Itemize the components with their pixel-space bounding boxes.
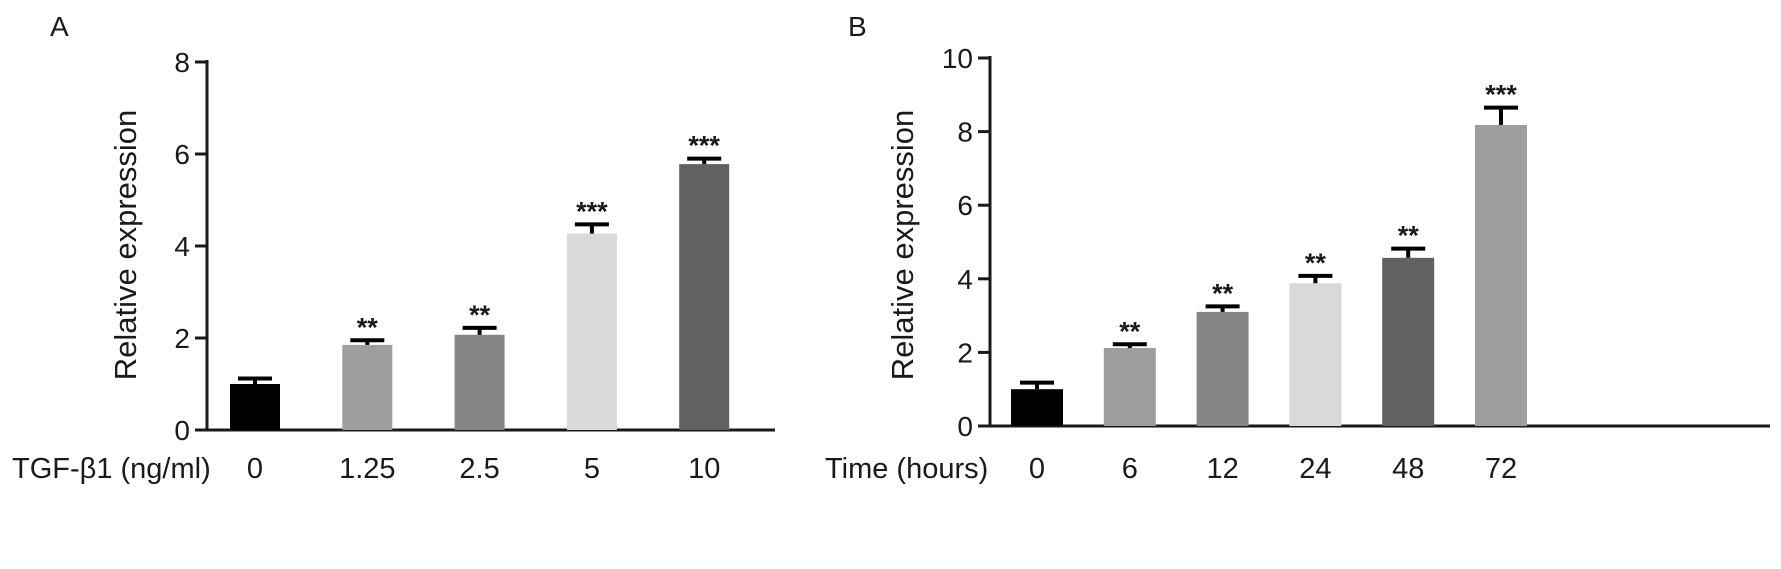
y-tick-label: 2 <box>174 323 190 354</box>
category-label: 5 <box>584 453 600 485</box>
y-tick-label: 6 <box>174 139 190 170</box>
category-label: 12 <box>1206 453 1238 485</box>
y-tick-label: 10 <box>942 43 973 74</box>
significance-mark: ** <box>469 300 491 330</box>
category-label: 48 <box>1392 453 1424 485</box>
bar-1-5 <box>1475 124 1527 426</box>
bar-1-2 <box>1196 311 1249 426</box>
bar-1-4 <box>1382 257 1435 426</box>
category-label: 0 <box>247 453 263 485</box>
y-tick-label: 8 <box>957 117 973 148</box>
y-tick-label: 2 <box>957 337 973 368</box>
bar-1-1 <box>1103 347 1156 426</box>
bar-0-4 <box>679 164 730 430</box>
category-label: 0 <box>1029 453 1045 485</box>
x-axis-label-a: TGF-β1 (ng/ml) <box>12 453 211 485</box>
y-tick-label: 6 <box>957 190 973 221</box>
significance-mark: ** <box>1119 316 1141 346</box>
panel-label-b: B <box>848 11 867 42</box>
significance-mark: ** <box>1212 278 1234 308</box>
significance-mark: ** <box>1398 221 1420 251</box>
y-axis-label-b: Relative expression <box>885 110 920 381</box>
bar-1-3 <box>1289 283 1342 426</box>
category-label: 2.5 <box>459 453 499 485</box>
significance-mark: *** <box>576 196 608 226</box>
significance-mark: *** <box>1485 80 1517 110</box>
x-axis-label-b: Time (hours) <box>825 453 988 485</box>
bar-0-2 <box>454 334 505 430</box>
category-label: 10 <box>688 453 720 485</box>
panel-b: B Relative expression Time (hours) 02468… <box>825 11 1770 485</box>
category-label: 24 <box>1299 453 1331 485</box>
significance-mark: ** <box>1305 248 1327 278</box>
bar-0-1 <box>342 344 393 430</box>
significance-mark: ** <box>357 312 379 342</box>
bar-0-3 <box>566 233 617 430</box>
y-tick-label: 8 <box>174 47 190 78</box>
y-tick-label: 0 <box>174 415 190 446</box>
significance-mark: *** <box>688 131 720 161</box>
category-label: 6 <box>1122 453 1138 485</box>
panel-a: A Relative expression TGF-β1 (ng/ml) 0 2 4… <box>12 11 775 485</box>
category-label: 72 <box>1485 453 1517 485</box>
y-tick-label: 4 <box>957 264 973 295</box>
panel-label-a: A <box>50 11 69 42</box>
y-axis-label-a: Relative expression <box>108 110 143 381</box>
y-tick-label: 4 <box>174 231 190 262</box>
bar-0-0 <box>230 384 280 430</box>
y-tick-label: 0 <box>957 411 973 442</box>
bar-1-0 <box>1011 389 1063 426</box>
category-label: 1.25 <box>339 453 395 485</box>
